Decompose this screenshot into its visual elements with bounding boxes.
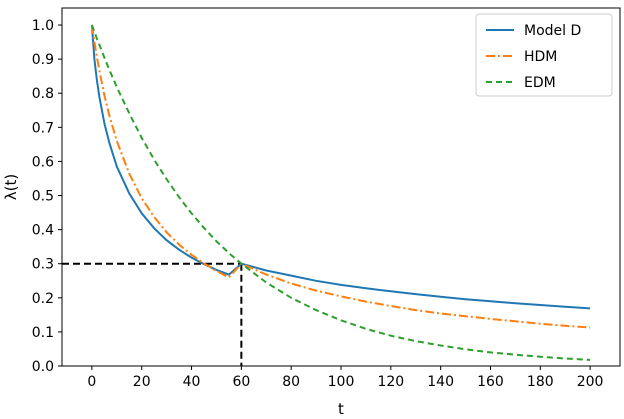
y-tick-label: 0.9: [32, 52, 54, 68]
x-tick-label: 180: [527, 374, 554, 390]
x-tick-label: 200: [577, 374, 604, 390]
x-tick-label: 80: [282, 374, 300, 390]
legend-label-1: Model D: [524, 23, 581, 39]
series-line-1: [90, 24, 591, 310]
y-tick-label: 1.0: [32, 18, 54, 34]
y-tick-label: 0.5: [32, 189, 54, 205]
plot-marks: [62, 24, 591, 366]
x-tick-label: 100: [328, 374, 355, 390]
y-tick-label: 0.1: [32, 325, 54, 341]
x-tick-label: 120: [377, 374, 404, 390]
x-tick-label: 60: [232, 374, 250, 390]
series-line-2: [90, 24, 591, 329]
legend: Model D HDM EDM: [475, 13, 613, 97]
y-axis-label: λ(t): [2, 174, 20, 200]
x-tick-label: 0: [87, 374, 96, 390]
y-tick-label: 0.8: [32, 86, 54, 102]
y-tick-label: 0.2: [32, 291, 54, 307]
y-tick-label: 0.0: [32, 359, 54, 375]
legend-label-3: EDM: [524, 75, 556, 91]
legend-box: [475, 13, 613, 97]
x-axis-label: t: [338, 400, 344, 418]
axis-ticks: 0 20 40 60 80 100 120 140 160 180 200 0.0 0.1 0.2 0.3 0…: [32, 18, 604, 390]
x-tick-label: 40: [183, 374, 201, 390]
y-tick-label: 0.4: [32, 223, 54, 239]
legend-label-2: HDM: [524, 49, 557, 65]
y-tick-label: 0.7: [32, 120, 54, 136]
y-tick-label: 0.6: [32, 154, 54, 170]
x-tick-label: 140: [427, 374, 454, 390]
x-tick-label: 20: [133, 374, 151, 390]
x-tick-label: 160: [477, 374, 504, 390]
y-tick-label: 0.3: [32, 257, 54, 273]
